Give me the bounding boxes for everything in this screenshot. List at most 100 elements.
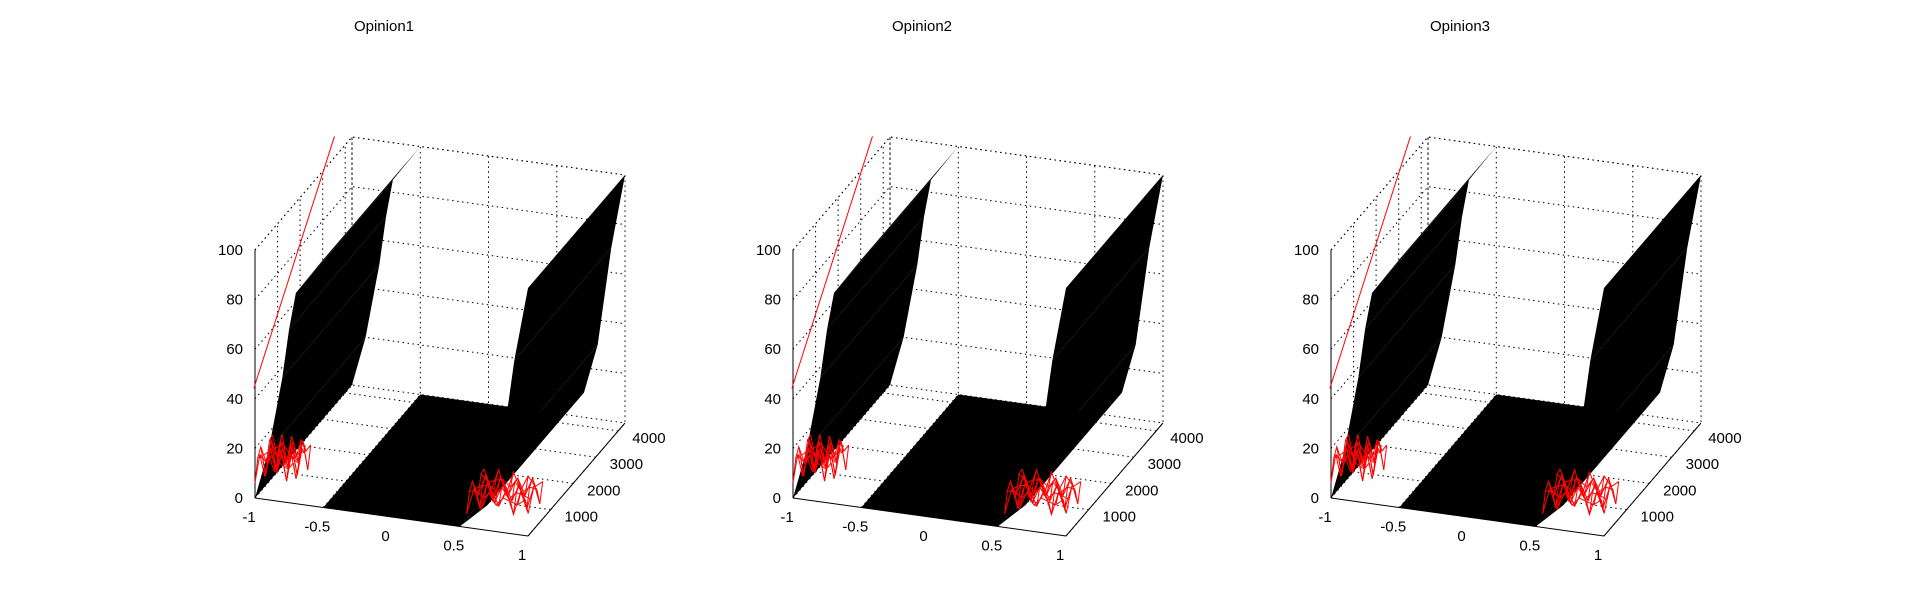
z-tick-label: 100 <box>756 242 781 259</box>
y-tick-label: 2000 <box>587 482 620 499</box>
z-tick-label: 100 <box>1294 242 1319 259</box>
surface-patch <box>1576 247 1688 458</box>
z-tick-label: 60 <box>226 341 243 358</box>
gridline <box>322 171 596 458</box>
surface-floor <box>1399 394 1633 527</box>
surface-patch <box>514 175 625 361</box>
tick-labels: 0 20 40 60 80 100 -1 -0.5 0 0.5 1 1000 2000 3000 4000 <box>756 242 1204 564</box>
x-tick-label: 0 <box>919 528 927 545</box>
surface-patch <box>487 344 598 506</box>
mesh-line <box>792 454 832 483</box>
z-tick-label: 40 <box>1302 391 1319 408</box>
y-tick-label: 4000 <box>1708 430 1741 447</box>
axes <box>1330 250 1702 537</box>
surface-floor <box>861 394 1095 527</box>
gridline <box>254 136 626 251</box>
y-tick-label: 2000 <box>1125 482 1158 499</box>
subplot-opinion1: Opinion1 0 20 40 60 80 100 -1 -0.5 0 0.5 1 1000 2000… <box>218 18 666 564</box>
surface-patch <box>1372 146 1497 293</box>
mesh-line <box>1559 468 1619 497</box>
axis-line <box>1065 422 1164 537</box>
z-tick-label: 100 <box>218 242 243 259</box>
x-tick-label: 0.5 <box>1519 538 1540 555</box>
mesh-line <box>795 453 835 482</box>
z-tick-label: 60 <box>1302 341 1319 358</box>
gridline <box>254 136 626 251</box>
y-tick-label: 3000 <box>610 456 643 473</box>
mesh-left <box>1330 434 1388 483</box>
gridline <box>1330 136 1702 251</box>
mesh-line <box>1348 434 1388 463</box>
x-tick-label: 1 <box>1056 547 1064 564</box>
mesh-line <box>1013 482 1073 512</box>
z-tick-label: 40 <box>226 391 243 408</box>
surface-edge-line <box>253 136 335 389</box>
surface-patch <box>1590 175 1701 361</box>
surface-patch <box>1365 179 1469 330</box>
surface-mesh-edges <box>1329 136 1620 517</box>
mesh-line <box>480 473 541 505</box>
gridline <box>860 171 1134 458</box>
mesh-line <box>1553 473 1614 503</box>
z-tick-label: 20 <box>226 440 243 457</box>
x-tick-label: -0.5 <box>842 519 868 536</box>
z-tick-label: 0 <box>235 490 243 507</box>
x-tick-label: 0.5 <box>443 538 464 555</box>
surface-patch <box>1344 264 1456 451</box>
mesh-line <box>483 468 543 497</box>
gridline <box>1330 136 1702 251</box>
x-tick-label: 1 <box>1594 547 1602 564</box>
x-tick-label: 0 <box>381 528 389 545</box>
axis-line <box>1603 422 1702 537</box>
y-tick-label: 2000 <box>1663 482 1696 499</box>
mesh-line <box>1556 473 1617 505</box>
surface-patch <box>282 216 387 378</box>
axis-line <box>792 497 1067 537</box>
gridline <box>792 136 1164 251</box>
y-tick-label: 1000 <box>565 509 598 526</box>
mesh-line <box>1545 488 1605 517</box>
axes <box>792 250 1164 537</box>
y-tick-label: 3000 <box>1686 456 1719 473</box>
surface <box>255 146 625 527</box>
y-tick-label: 4000 <box>1170 430 1203 447</box>
mesh-line <box>254 454 294 483</box>
subplot-title: Opinion3 <box>1430 18 1490 35</box>
z-tick-label: 0 <box>1311 490 1319 507</box>
y-tick-label: 1000 <box>1641 509 1674 526</box>
surface-patch <box>820 216 925 378</box>
x-tick-label: 1 <box>518 547 526 564</box>
mesh-line <box>266 440 306 470</box>
axis-line <box>254 497 529 537</box>
mesh-line <box>804 440 844 470</box>
surface-edge-line <box>1329 136 1411 389</box>
surface <box>793 146 1163 527</box>
mesh-line <box>1330 454 1370 483</box>
surface-patch <box>806 264 918 451</box>
mesh-line <box>1551 482 1611 512</box>
mesh-line <box>1007 488 1067 517</box>
mesh-line <box>798 446 838 476</box>
x-tick-label: 0.5 <box>981 538 1002 555</box>
mesh-line <box>469 488 529 517</box>
z-tick-label: 80 <box>226 292 243 309</box>
y-tick-label: 4000 <box>632 430 665 447</box>
mesh-line <box>260 446 300 476</box>
surface-patch <box>1038 247 1150 458</box>
mesh-right <box>1004 468 1082 517</box>
z-tick-label: 60 <box>764 341 781 358</box>
surface-patch <box>1563 344 1674 506</box>
x-tick-label: 0 <box>1457 528 1465 545</box>
x-tick-label: -1 <box>780 509 793 526</box>
gridline <box>1398 171 1672 458</box>
tick-labels: 0 20 40 60 80 100 -1 -0.5 0 0.5 1 1000 2000 3000 4000 <box>218 242 666 564</box>
mesh-line <box>272 434 312 463</box>
z-tick-label: 20 <box>1302 440 1319 457</box>
subplot-opinion2: Opinion2 0 20 40 60 80 100 -1 -0.5 0 0.5 1 1000 2000… <box>756 18 1204 564</box>
surface-patch <box>834 146 959 293</box>
surface-mesh-edges <box>253 136 544 517</box>
z-tick-label: 80 <box>1302 292 1319 309</box>
mesh-line <box>475 482 535 512</box>
z-tick-label: 0 <box>773 490 781 507</box>
